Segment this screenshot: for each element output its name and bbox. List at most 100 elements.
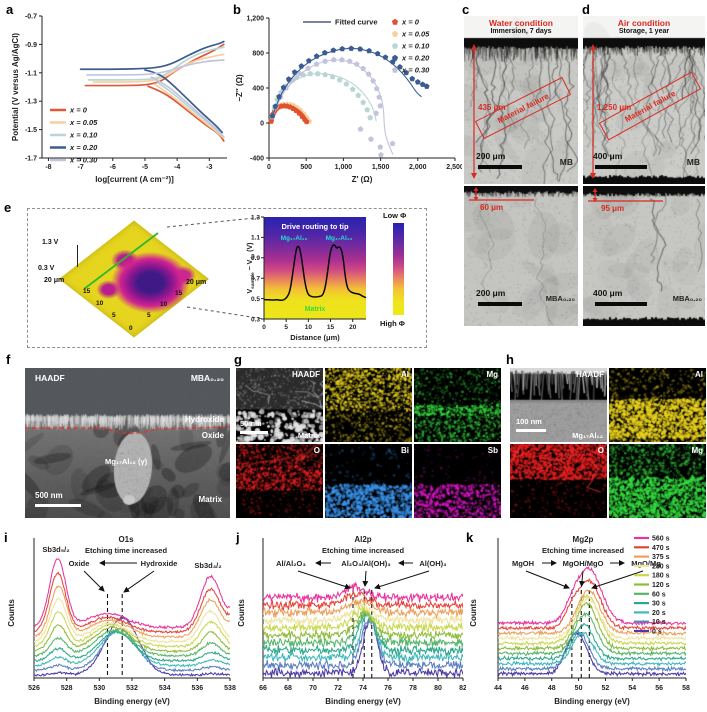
xps-trace-280 s (263, 601, 463, 627)
eds-canvas (414, 444, 501, 518)
species-label-oxide: Oxide (69, 559, 90, 568)
data-point-x = 0.20 (339, 45, 346, 52)
xps-trace-560 s (263, 581, 463, 604)
layer-depth-value: 60 μm (480, 203, 504, 212)
xps-trace-180 s (263, 605, 463, 634)
xps-trace-60 s (263, 610, 463, 649)
x-tick-label: 20 (349, 324, 357, 331)
data-point-x = 0.30 (346, 58, 353, 64)
series-cathodic-x = 0.30 (150, 76, 224, 137)
annotation-arrow (579, 570, 585, 587)
xps-trace-60 s (498, 611, 686, 658)
work-function-profile-background (264, 217, 366, 319)
data-point-x = 0.30 (322, 58, 328, 64)
axis-tick: 5 (112, 312, 116, 319)
panel-f-label: f (6, 352, 11, 367)
axis-tick: 15 (83, 288, 91, 295)
annotation-arrow (374, 570, 430, 590)
y-tick-label: -1.7 (25, 156, 37, 163)
y-tick-label: 1.3 (251, 214, 260, 221)
xps-trace-0 s (498, 631, 686, 678)
y-tick-label: -400 (250, 156, 264, 163)
xps-trace-560 s (498, 566, 686, 627)
data-point-x = 0.30 (360, 65, 366, 71)
axis-tick: 10 (160, 301, 168, 308)
xps-trace-470 s (263, 591, 463, 612)
traces-group (34, 558, 230, 677)
species-label-3: Al(OH)₃ (419, 559, 447, 568)
species-label-3: MgO/Mg (631, 559, 661, 568)
x-tick-label: 82 (459, 685, 466, 692)
y-tick-label: 400 (252, 86, 264, 93)
panel-j-label: j (236, 530, 240, 545)
corrosion-depth-value: 1,250 μm (597, 103, 632, 112)
series-anodic-x = 0.30 (86, 59, 225, 76)
sample-label: MB (559, 157, 573, 167)
sample-label: MBA₀.₂₀ (545, 294, 575, 303)
traces-group (498, 566, 686, 678)
legend-marker (391, 30, 399, 37)
depth-bracket-graphic (469, 187, 534, 201)
x-tick-label: 2,000 (409, 164, 427, 171)
colorbar-high-label: High Φ (380, 319, 405, 328)
axis-tick: 5 (147, 312, 151, 319)
eds-tile-bi: Bi (325, 444, 412, 518)
eds-canvas (510, 444, 607, 518)
data-point-x = 0.10 (355, 92, 362, 98)
chart-title: Al2p (354, 535, 371, 544)
x-tick-label: 44 (494, 685, 502, 692)
scalebar-value: 500 nm (35, 491, 63, 500)
legend-label-180 s: 180 s (652, 573, 670, 580)
data-point-x = 0.20 (397, 64, 403, 70)
x-tick-label: 78 (409, 685, 417, 692)
legend-label: x = 0.30 (69, 156, 98, 165)
panel-j-xps-chart: 66 68 70 72 74 76 78 80 82 Binding energy (eV) Cou… (237, 535, 466, 706)
data-point-x = 0.30 (357, 126, 364, 132)
x-tick-label: 1,500 (372, 164, 390, 171)
z-axis-line (77, 245, 78, 267)
tile-label: HAADF (576, 370, 604, 379)
series-cathodic-x = 0 (147, 85, 225, 142)
data-point-x = 0.30 (330, 56, 337, 63)
x-axis-label: Binding energy (eV) (325, 697, 401, 706)
scalebar (516, 429, 546, 432)
species-label-1: MgOH (512, 559, 534, 568)
x-tick-label: -7 (77, 164, 83, 171)
tile-label: Mg (691, 446, 703, 455)
data-point-x = 0.20 (348, 45, 355, 51)
panel-d-subtitle: Storage, 1 year (618, 28, 670, 35)
x-axis-left-label: 20 μm (44, 277, 65, 284)
haadf-canvas (25, 368, 230, 518)
data-point-x = 0.30 (370, 78, 376, 84)
x-tick-label: 530 (93, 685, 105, 692)
profile-title: Drive routing to tip (281, 222, 348, 231)
data-point-x = 0.20 (285, 76, 292, 82)
panel-c-subtitle: Immersion, 7 days (490, 28, 552, 35)
legend-label: x = 0.05 (69, 118, 98, 127)
panel-f-haadf-image: HAADF MBA₀.₂₀ Hydroxide Oxide Mg₁₇Al₁₂ (… (25, 368, 230, 518)
scalebar-value: 400 μm (593, 288, 623, 298)
data-point-x = 0.10 (364, 106, 371, 113)
eds-canvas (414, 368, 501, 442)
data-point-x = 0.30 (365, 71, 372, 77)
data-point-x = 0.30 (376, 94, 382, 100)
data-point-x = 0.20 (298, 63, 305, 69)
data-point-x = 0.20 (269, 113, 276, 119)
phase-label-1: Mg₁₇Al₁₂ (281, 235, 308, 242)
tile-label: HAADF (292, 370, 320, 379)
data-point-x = 0.30 (368, 136, 374, 142)
x-tick-label: 72 (334, 685, 342, 692)
data-point-x = 0.20 (330, 47, 337, 53)
series-cathodic-x = 0.10 (156, 81, 225, 138)
xps-trace-30 s (34, 631, 230, 663)
profile-curve (263, 244, 367, 302)
panel-h-label: h (506, 352, 514, 367)
data-point-x = 0.30 (378, 151, 384, 158)
y-tick-label: 0.9 (251, 255, 260, 262)
legend-marker (391, 66, 399, 73)
x-tick-label: 10 (305, 324, 313, 331)
x-tick-label: 50 (575, 685, 583, 692)
legend-label-30 s: 30 s (652, 601, 666, 608)
phase-label: Mg₁₇Al₁₂ (572, 430, 603, 440)
tile-label: O (313, 446, 320, 455)
